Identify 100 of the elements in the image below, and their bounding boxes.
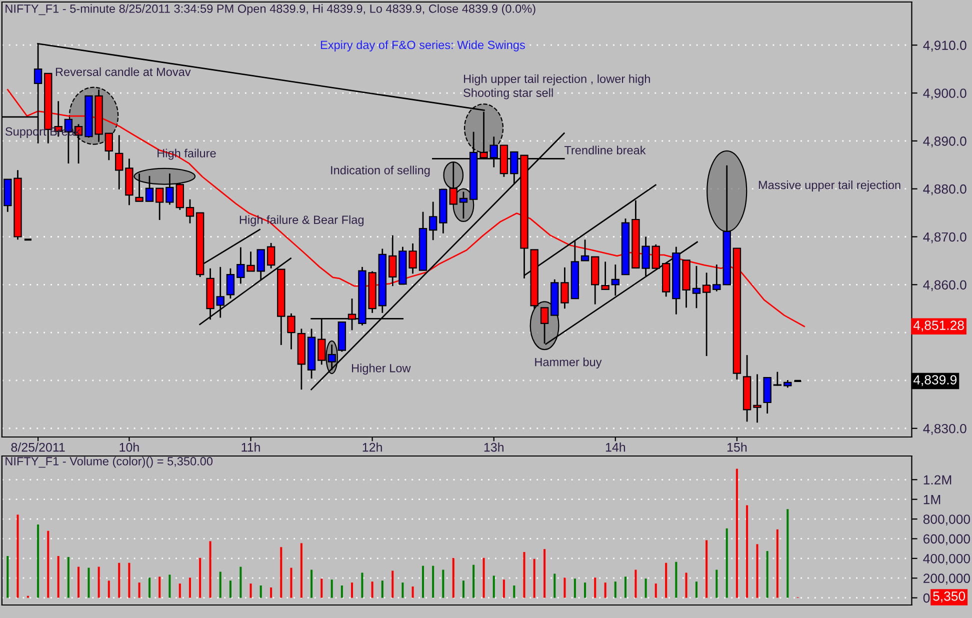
bar [148,578,151,598]
bar [706,540,708,598]
bar [513,586,516,598]
text: 5,350 [933,591,966,602]
annotation: Indication of selling [331,166,430,177]
bar [533,558,536,598]
bar [766,551,768,598]
candlestick [428,201,438,241]
y-tick-label: 200,000 [924,574,970,585]
candlestick [388,234,397,287]
bar [685,572,688,598]
annotation: Trendline break [564,146,646,154]
x-tick-label: 10h [120,442,139,452]
annotation: High failure & Bear Flag [240,215,364,226]
candlestick [115,134,124,190]
bar [118,562,120,598]
bar [6,556,9,598]
bar [209,541,212,598]
y-tick-label: 1.2M [924,475,952,484]
bar [361,572,364,598]
y-tick-label: 1M [924,495,940,504]
candlestick [155,188,164,221]
bar [381,580,384,598]
bar [776,529,778,598]
y-tick-label: 4,880.0 [923,184,966,196]
annotation: Shooting star sell [464,88,553,100]
bar [260,586,262,598]
bar [432,566,434,598]
bar [350,582,354,598]
y-tick-label: 4,900.0 [923,88,966,100]
x-tick-label: 13h [484,442,504,452]
candlestick [692,265,701,309]
y-tick-label: 800,000 [923,514,970,526]
bar [544,549,546,598]
candlestick [328,344,336,371]
bar [240,566,242,598]
bar [270,587,272,598]
bar [452,558,454,598]
bar [78,566,80,598]
bar [654,584,657,598]
candlestick [702,272,711,357]
bar [665,562,668,598]
bar [554,574,556,598]
bar [188,578,191,598]
bar [300,543,302,598]
bar [138,582,140,598]
bar [604,582,606,598]
bar [229,580,232,598]
candlestick [773,371,782,386]
candlestick [216,266,224,318]
candlestick [459,191,468,220]
bar [158,576,161,598]
y-tick-label: 0 [923,593,930,603]
bar [523,552,526,598]
bar [47,530,50,598]
annotation: Expiry day of F&O series: Wide Swings [320,40,525,52]
bar [412,586,414,598]
y-tick-label: 4,890.0 [923,136,966,148]
bar [726,528,728,598]
y-tick-label: 4,870.0 [923,232,966,244]
text: 4,839.9 [913,375,957,386]
bar [310,570,313,598]
bar [746,505,748,598]
bar [716,570,718,598]
bar [614,582,616,598]
bar [644,578,647,598]
candlestick [580,238,590,262]
bar [340,586,343,598]
bar [98,566,100,598]
candlestick [186,198,194,224]
annotation: Reversal candle at Movav [56,67,191,76]
y-tick-label: 4,830.0 [923,424,966,435]
bar [67,556,70,598]
bar [392,570,394,598]
bar [736,468,738,598]
annotation: High upper tail rejection , lower high [464,74,650,86]
candlestick [266,242,276,270]
bar [594,578,596,598]
chart-title: NIFTY_F1 - Volume (color)() = 5,350.00 [6,456,213,468]
bar [502,580,505,598]
y-tick-label: 400,000 [923,554,970,565]
bar [199,558,202,598]
bar [624,576,626,598]
candlestick [287,312,296,350]
bar [128,562,130,598]
bar [442,570,444,598]
bar [756,544,758,598]
candlestick [712,264,721,292]
x-tick-label: 12h [362,442,382,452]
bar [320,578,323,598]
chart-title: NIFTY_F1 - 5-minute 8/25/2011 3:34:59 PM Open 4839.9, Hi 4839.9, Lo 4839.9, Close 4839.9 (0.0%) [6,4,536,16]
bar [462,580,464,598]
bar [219,572,222,598]
bar [584,582,586,598]
candlestick [611,264,620,296]
x-tick-label: 11h [242,442,260,452]
bar [564,578,566,598]
bar [178,584,181,598]
bar [402,582,404,598]
y-tick-label: 600,000 [924,534,970,546]
